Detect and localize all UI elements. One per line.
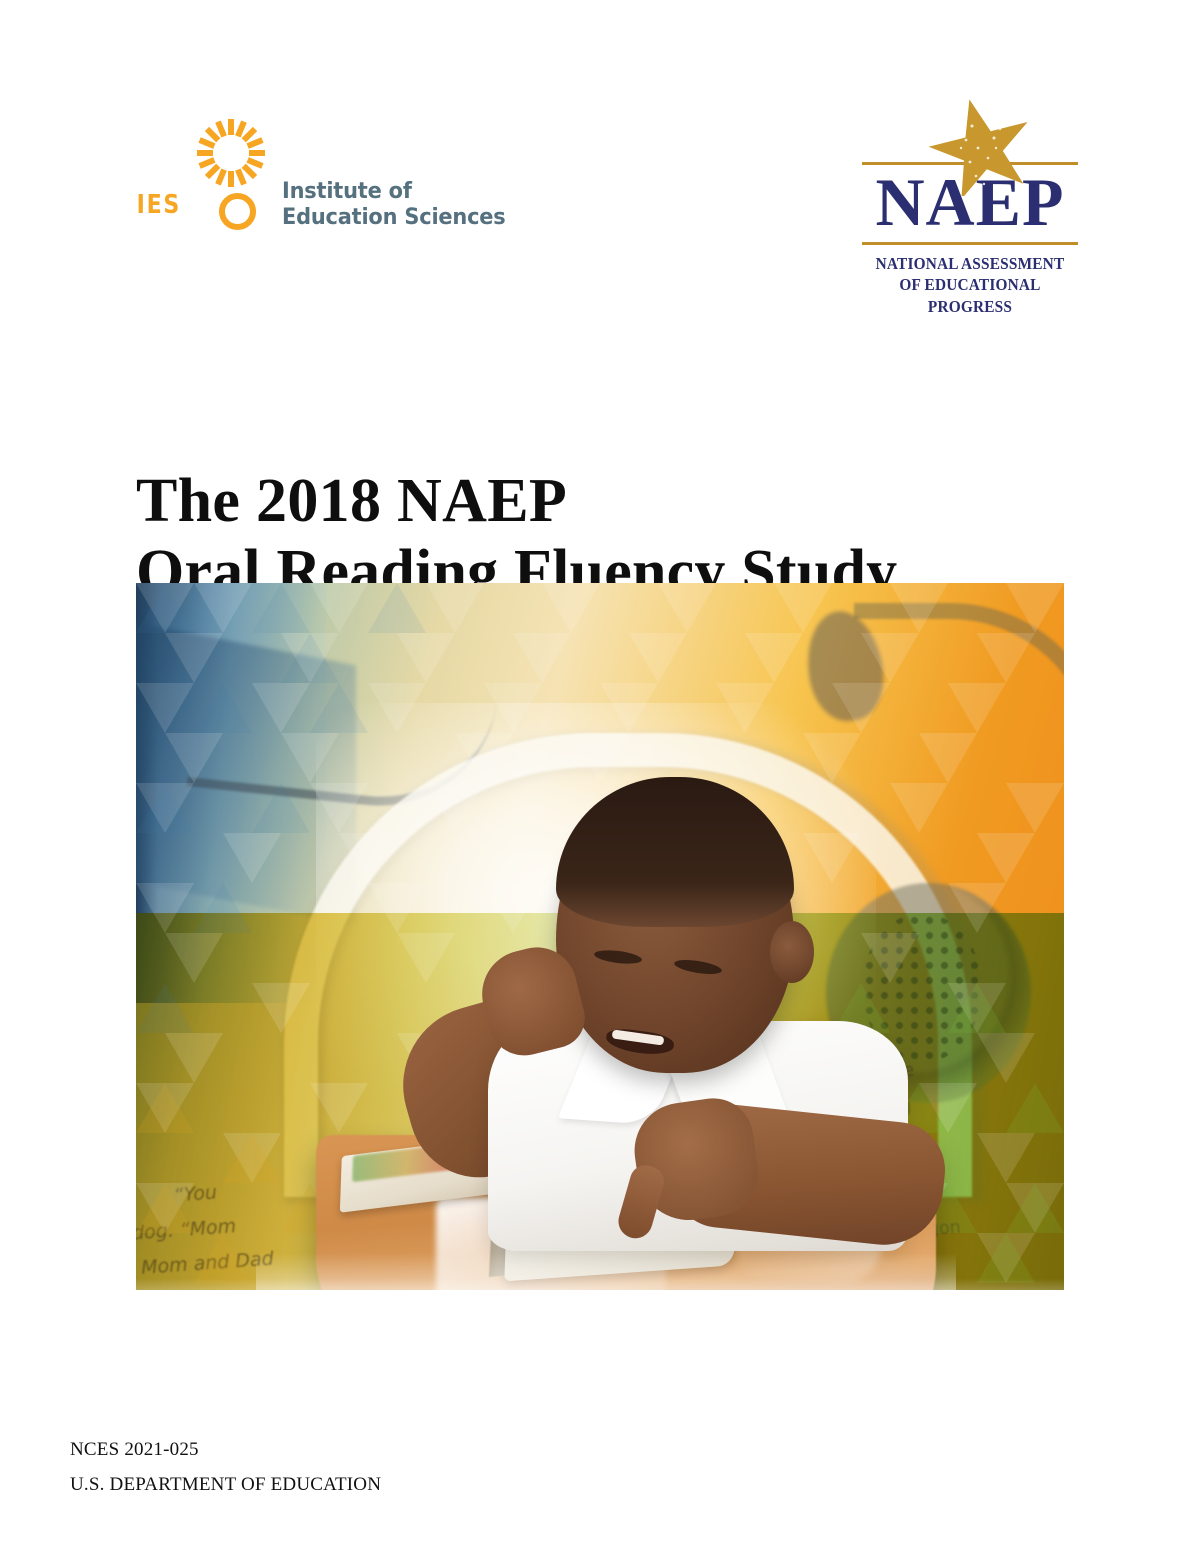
report-number: NCES 2021-025	[70, 1439, 199, 1460]
cover-image-band: g when he got there range noise coming o…	[136, 583, 1064, 1290]
agency-name: U.S. DEPARTMENT OF EDUCATION	[70, 1474, 382, 1496]
naep-rule-bottom	[862, 241, 1078, 245]
student-ear	[770, 921, 814, 983]
naep-logo: NAEP NATIONAL ASSESSMENT OF EDUCATIONAL …	[862, 96, 1078, 318]
gold-star-icon	[928, 99, 1028, 196]
ies-logo-line2: Education Sciences	[282, 205, 506, 230]
naep-star-wrapper	[862, 96, 1078, 196]
cover-image: g when he got there range noise coming o…	[136, 583, 1064, 1369]
cover-footer: NCES 2021-025 U.S. DEPARTMENT OF EDUCATI…	[70, 1432, 381, 1502]
page-title-line1: The 2018 NAEP	[136, 466, 568, 535]
ies-logo-text: Institute of Education Sciences	[282, 179, 506, 231]
student-bottom-fade	[256, 1253, 956, 1290]
cover-header: IES Institute of Education Sciences	[0, 0, 1200, 340]
ies-logo-line1: Institute of	[282, 179, 412, 205]
student-photo	[256, 777, 956, 1290]
ies-wordmark: IES	[136, 190, 182, 220]
naep-subtitle: NATIONAL ASSESSMENT OF EDUCATIONAL PROGR…	[870, 253, 1071, 318]
sunburst-icon	[194, 119, 268, 242]
student-hair	[556, 777, 794, 927]
naep-subtitle-line1: NATIONAL ASSESSMENT	[875, 253, 1065, 273]
naep-subtitle-line2: OF EDUCATIONAL	[899, 275, 1041, 295]
naep-subtitle-line3: PROGRESS	[927, 297, 1013, 317]
ies-logo: IES Institute of Education Sciences	[132, 119, 517, 242]
